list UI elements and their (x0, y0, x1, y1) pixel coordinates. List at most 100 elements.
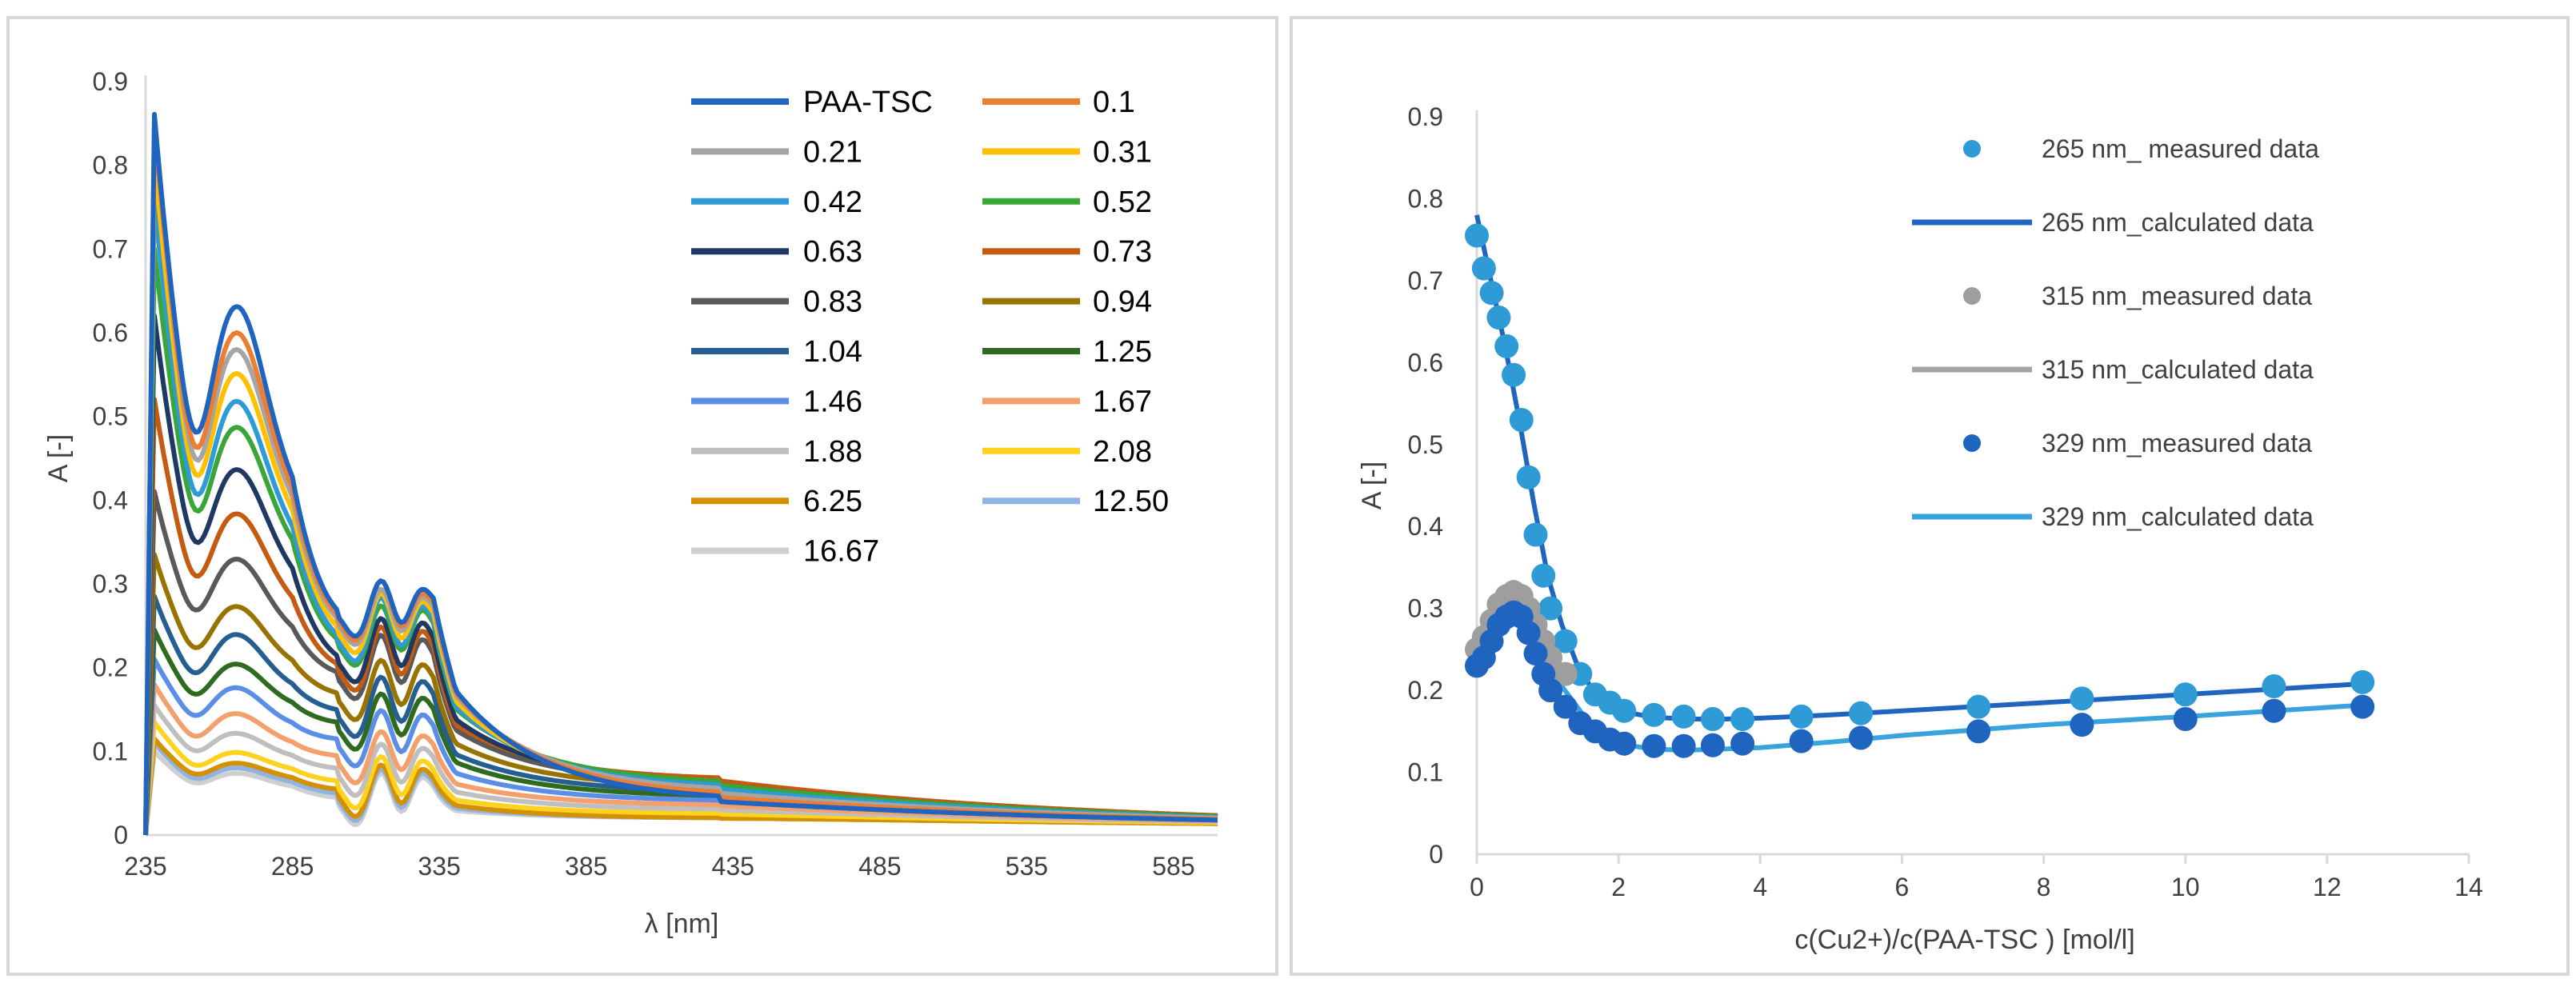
legend-label: 315 nm_calculated data (2042, 355, 2314, 384)
y-tick-label: 0.1 (93, 737, 128, 765)
titration-series (1465, 214, 2375, 758)
legend-label: 0.94 (1093, 286, 1152, 319)
legend-label: 16.67 (803, 535, 879, 569)
y-tick-label: 0.8 (93, 151, 128, 180)
legend-marker (1963, 287, 1981, 305)
measured-point (1789, 729, 1814, 753)
measured-point (1966, 719, 1991, 744)
absorption-spectra-panel: 0 0.1 0.2 0.3 0.4 0.5 0.6 0.7 0.8 0.9 235 285 335 385… (6, 16, 1278, 976)
x-axis-title: c(Cu2+)/c(PAA-TSC ) [mol/l] (1794, 925, 2134, 955)
legend-label: 1.25 (1093, 335, 1152, 369)
y-tick-label: 0.6 (1408, 348, 1443, 377)
legend-label: 0.52 (1093, 186, 1152, 219)
measured-point (2350, 669, 2375, 694)
measured-point (1523, 641, 1548, 666)
legend-marker (1963, 434, 1981, 452)
measured-point (1700, 733, 1725, 757)
spectrum-line-0-21 (143, 121, 1218, 836)
legend-label: 0.31 (1093, 135, 1152, 169)
measured-point (1612, 731, 1637, 756)
legend-label: 1.04 (803, 335, 862, 369)
measured-point (1516, 465, 1541, 490)
measured-point (1538, 596, 1563, 621)
measured-point (1479, 281, 1504, 306)
y-tick-label: 0.3 (93, 569, 128, 598)
legend-label: 0.42 (803, 186, 862, 219)
y-tick-label: 0.4 (93, 486, 128, 514)
y-tick-label: 0.9 (1408, 102, 1443, 131)
measured-point (2070, 686, 2094, 711)
x-tick-label: 235 (124, 852, 166, 881)
legend-label: 315 nm_measured data (2042, 282, 2312, 310)
legend-label: 0.83 (803, 286, 862, 319)
legend-label: 329 nm_calculated data (2042, 502, 2314, 531)
measured-point (1553, 661, 1578, 686)
legend-label: 2.08 (1093, 435, 1152, 469)
y-tick-label: 0.9 (93, 67, 128, 96)
x-tick-label: 285 (271, 852, 314, 881)
legend-label: 1.46 (803, 385, 862, 418)
measured-point (1553, 629, 1578, 653)
x-tick-label: 535 (1006, 852, 1048, 881)
measured-point (1538, 678, 1563, 703)
measured-point (1730, 731, 1755, 756)
measured-point (2350, 694, 2375, 719)
x-tick-label: 2 (1611, 873, 1626, 901)
measured-point (2173, 706, 2198, 731)
measured-point (2262, 698, 2286, 723)
measured-point (1553, 694, 1578, 719)
legend-label: 12.50 (1093, 485, 1169, 518)
spectrum-line-0-42 (143, 196, 1218, 836)
legend-marker (1963, 140, 1981, 158)
x-tick-label: 10 (2171, 873, 2200, 901)
legend-label: 0.21 (803, 135, 862, 169)
measured-point (1849, 701, 1874, 725)
measured-point (1612, 698, 1637, 723)
measured-point (1494, 334, 1519, 358)
legend-label: 265 nm_ measured data (2042, 134, 2319, 163)
x-tick-label: 8 (2037, 873, 2051, 901)
x-tick-label: 335 (418, 852, 460, 881)
titration-legend: 265 nm_ measured data 265 nm_calculated d… (1912, 134, 2319, 531)
measured-point (1471, 256, 1496, 281)
spectrum-line-0-73 (143, 397, 1218, 836)
x-tick-label: 12 (2313, 873, 2342, 901)
measured-point (2262, 673, 2286, 698)
measured-point (1486, 305, 1511, 330)
titration-curve-chart: 0 0.1 0.2 0.3 0.4 0.5 0.6 0.7 0.8 0.9 0 2 4 6 8 10 12 14 c… (1357, 102, 2483, 955)
measured-point (2070, 713, 2094, 737)
y-tick-label: 0.3 (1408, 594, 1443, 623)
measured-point (1509, 408, 1534, 433)
spectrum-line-0-1 (143, 120, 1218, 836)
y-axis-title: A [-] (1357, 462, 1387, 509)
measured-point (2173, 682, 2198, 707)
y-tick-label: 0.2 (93, 653, 128, 682)
y-tick-label: 0.5 (93, 402, 128, 431)
y-tick-label: 0.1 (1408, 758, 1443, 787)
legend-label: 329 nm_measured data (2042, 429, 2312, 458)
spectra-legend: PAA-TSC 0.1 0.21 0.31 0.42 0.52 0.63 0.73 0.83 0.… (691, 86, 1169, 569)
measured-point (1523, 522, 1548, 547)
y-tick-label: 0.8 (1408, 184, 1443, 213)
y-tick-label: 0.5 (1408, 430, 1443, 459)
y-tick-label: 0.6 (93, 318, 128, 347)
measured-point (1516, 621, 1541, 645)
y-tick-label: 0 (114, 821, 128, 849)
measured-point (1700, 706, 1725, 731)
spectrum-line-paa-tsc (143, 111, 1218, 836)
y-tick-label: 0.4 (1408, 512, 1443, 541)
legend-label: 1.88 (803, 435, 862, 469)
x-tick-label: 6 (1895, 873, 1910, 901)
legend-label: 265 nm_calculated data (2042, 208, 2314, 237)
y-tick-label: 0.7 (1408, 266, 1443, 295)
legend-label: 0.1 (1093, 86, 1135, 119)
legend-label: PAA-TSC (803, 86, 933, 119)
measured-point (1730, 706, 1755, 731)
measured-point (1789, 704, 1814, 729)
measured-point (1671, 733, 1696, 758)
x-tick-label: 385 (565, 852, 607, 881)
measured-point (1642, 733, 1666, 758)
measured-point (1531, 563, 1556, 588)
spectra-lines (143, 111, 1218, 836)
legend-label: 0.73 (1093, 235, 1152, 269)
